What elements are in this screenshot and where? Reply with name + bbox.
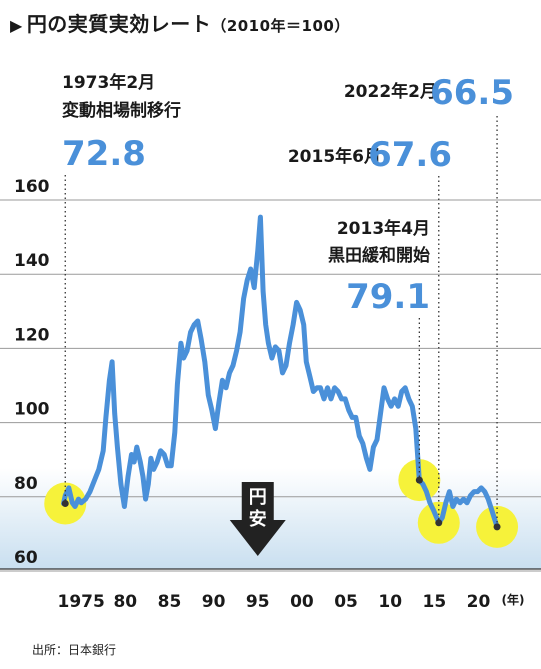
annotation-value: 66.5	[430, 73, 514, 113]
x-tick-label: 10	[378, 592, 402, 612]
annotation-marker	[493, 523, 501, 531]
annotation-value: 67.6	[368, 135, 452, 175]
y-tick-label: 80	[14, 474, 38, 494]
annotation-event: 黒田緩和開始	[328, 245, 430, 266]
x-tick-label: 15	[423, 592, 447, 612]
annotation-event: 変動相場制移行	[62, 100, 181, 121]
y-tick-label: 120	[14, 325, 50, 345]
annotation-date: 2013年4月	[337, 218, 430, 239]
down-arrow-icon	[229, 482, 286, 556]
chart-title: ▶ 円の実質実効レート（2010年＝100）	[10, 8, 350, 37]
series-line	[61, 214, 500, 530]
annotation-value: 79.1	[346, 277, 430, 317]
annotation-date: 2015年6月	[288, 146, 381, 167]
source-note: 出所：日本銀行	[32, 643, 117, 657]
title-main: 円の実質実効レート	[26, 12, 212, 36]
x-tick-label: 1975	[57, 592, 104, 612]
arrow-label: 安	[249, 508, 267, 530]
annotation-value: 72.8	[62, 134, 146, 174]
y-tick-label: 160	[14, 177, 50, 197]
x-tick-label: 90	[202, 592, 226, 612]
x-tick-label: 00	[290, 592, 314, 612]
y-tick-label: 100	[14, 400, 50, 420]
y-tick-label: 140	[14, 251, 50, 271]
x-unit-label: (年)	[502, 592, 525, 607]
annotation-marker	[61, 500, 69, 508]
annotation-date: 2022年2月	[344, 81, 437, 102]
annotation-date: 1973年2月	[62, 72, 155, 93]
triangle-icon: ▶	[10, 16, 23, 35]
x-tick-label: 05	[334, 592, 358, 612]
arrow-label: 円	[249, 487, 267, 508]
title-sub: （2010年＝100）	[211, 17, 350, 35]
y-tick-label: 60	[14, 548, 38, 568]
annotation-marker	[435, 519, 443, 527]
x-tick-label: 20	[467, 592, 491, 612]
annotation-marker	[415, 476, 423, 484]
x-tick-label: 80	[113, 592, 137, 612]
x-tick-label: 95	[246, 592, 270, 612]
x-tick-label: 85	[158, 592, 182, 612]
